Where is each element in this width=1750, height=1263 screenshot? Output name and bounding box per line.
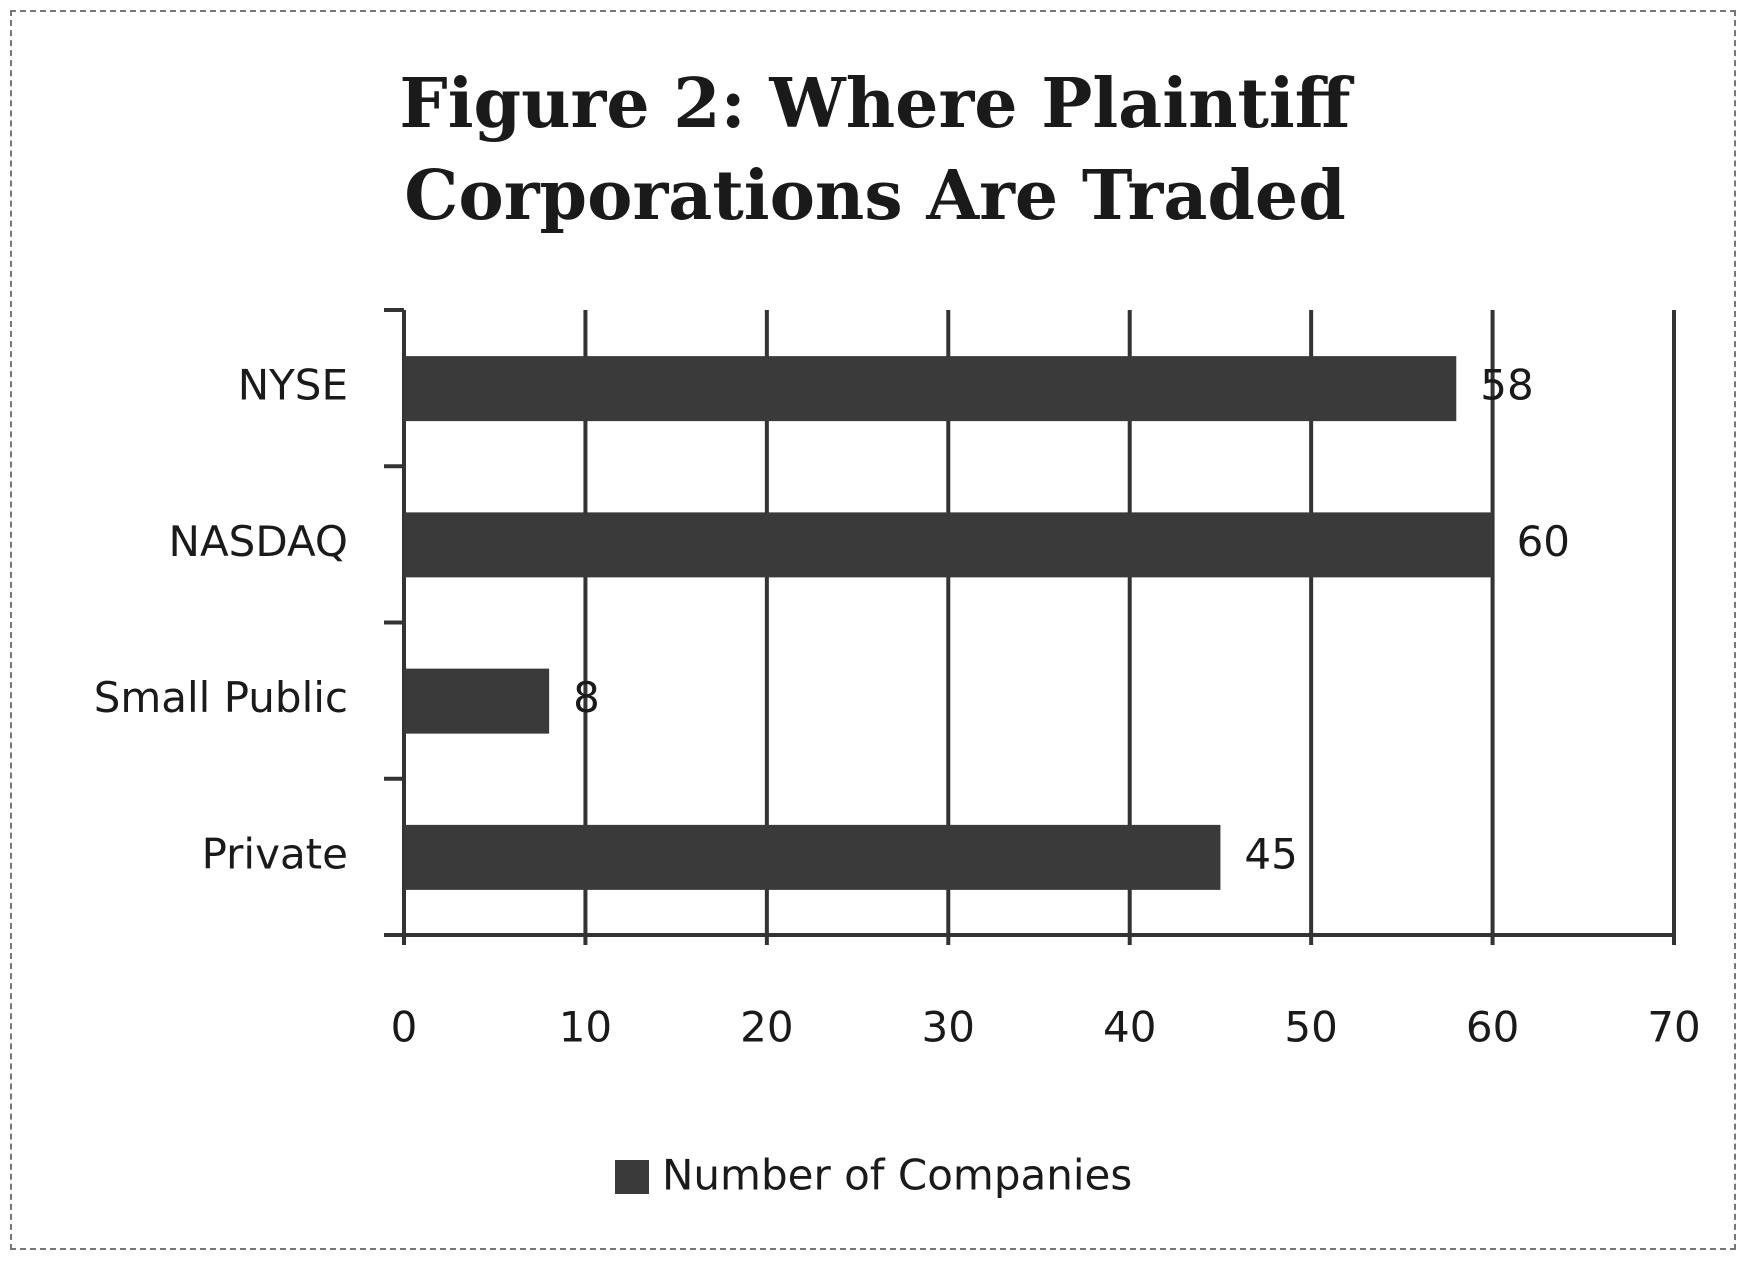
chart-frame bbox=[10, 10, 1736, 1250]
x-tick-label: 60 bbox=[1466, 1003, 1519, 1052]
data-label: 60 bbox=[1517, 517, 1570, 566]
y-tick-label: Private bbox=[202, 829, 348, 878]
data-label: 45 bbox=[1244, 829, 1297, 878]
x-tick-label: 30 bbox=[922, 1003, 975, 1052]
bar bbox=[404, 356, 1457, 422]
y-tick-label: Small Public bbox=[94, 673, 348, 722]
data-label: 58 bbox=[1480, 361, 1533, 410]
legend-swatch bbox=[615, 1160, 649, 1194]
y-tick-label: NYSE bbox=[238, 361, 348, 410]
bar bbox=[404, 824, 1221, 890]
y-tick-label: NASDAQ bbox=[169, 517, 348, 566]
bar bbox=[404, 668, 550, 734]
bar bbox=[404, 512, 1493, 578]
x-tick-label: 50 bbox=[1284, 1003, 1337, 1052]
x-tick-label: 70 bbox=[1647, 1003, 1700, 1052]
legend-label: Number of Companies bbox=[662, 1151, 1132, 1200]
x-tick-label: 40 bbox=[1103, 1003, 1156, 1052]
x-tick-label: 10 bbox=[559, 1003, 612, 1052]
chart-title: Figure 2: Where Plaintiff Corporations A… bbox=[399, 64, 1351, 236]
x-tick-label: 20 bbox=[740, 1003, 793, 1052]
x-tick-label: 0 bbox=[391, 1003, 418, 1052]
data-label: 8 bbox=[573, 673, 600, 722]
